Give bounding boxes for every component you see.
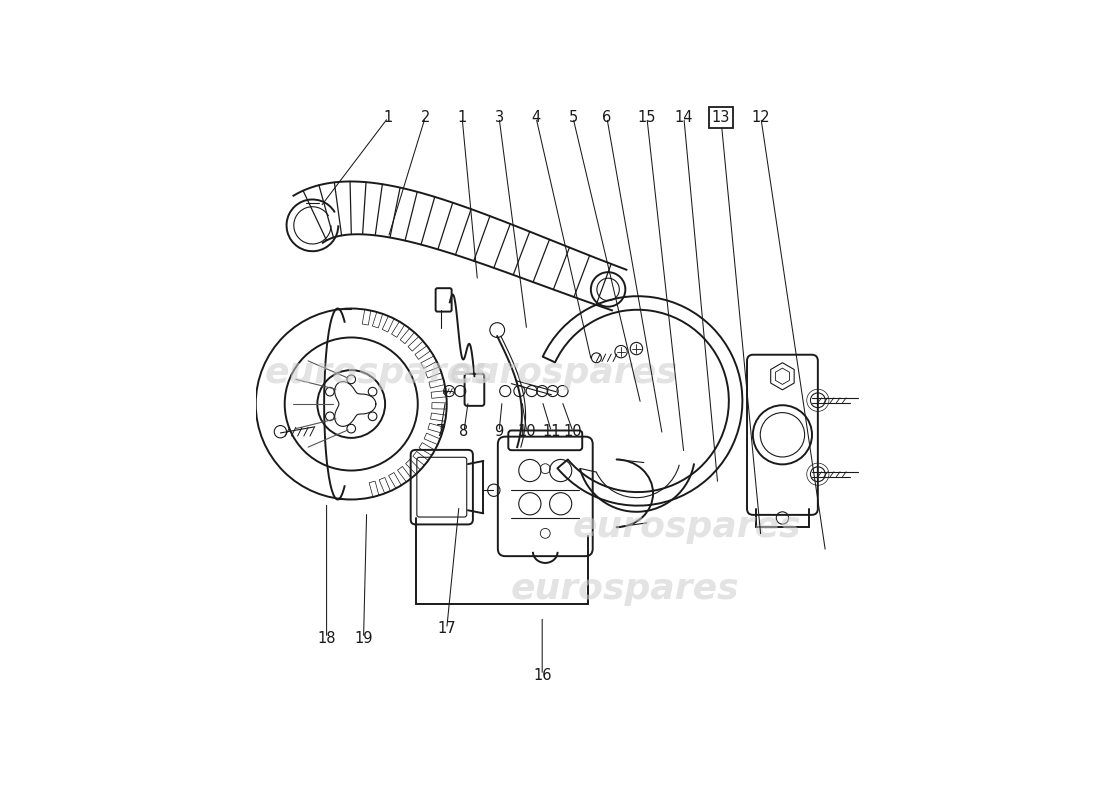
Text: 11: 11 — [542, 424, 561, 439]
Text: 4: 4 — [531, 110, 541, 125]
Text: 2: 2 — [420, 110, 430, 125]
Text: 1: 1 — [384, 110, 393, 125]
Text: 13: 13 — [712, 110, 730, 125]
Text: eurospares: eurospares — [265, 356, 493, 390]
Text: eurospares: eurospares — [573, 510, 801, 544]
Text: eurospares: eurospares — [450, 356, 678, 390]
Text: 5: 5 — [569, 110, 578, 125]
Text: 16: 16 — [532, 667, 551, 682]
Text: 6: 6 — [602, 110, 612, 125]
Text: 12: 12 — [751, 110, 770, 125]
Text: 8: 8 — [460, 424, 469, 439]
Text: 10: 10 — [563, 424, 582, 439]
Text: eurospares: eurospares — [512, 572, 739, 606]
Text: 19: 19 — [354, 630, 373, 646]
Text: 7: 7 — [436, 424, 446, 439]
Text: 15: 15 — [638, 110, 657, 125]
Text: 9: 9 — [494, 424, 504, 439]
Text: 14: 14 — [674, 110, 693, 125]
Text: 10: 10 — [517, 424, 536, 439]
Text: 3: 3 — [495, 110, 504, 125]
Text: 1: 1 — [458, 110, 466, 125]
Text: 18: 18 — [317, 630, 336, 646]
Text: 17: 17 — [438, 622, 456, 636]
